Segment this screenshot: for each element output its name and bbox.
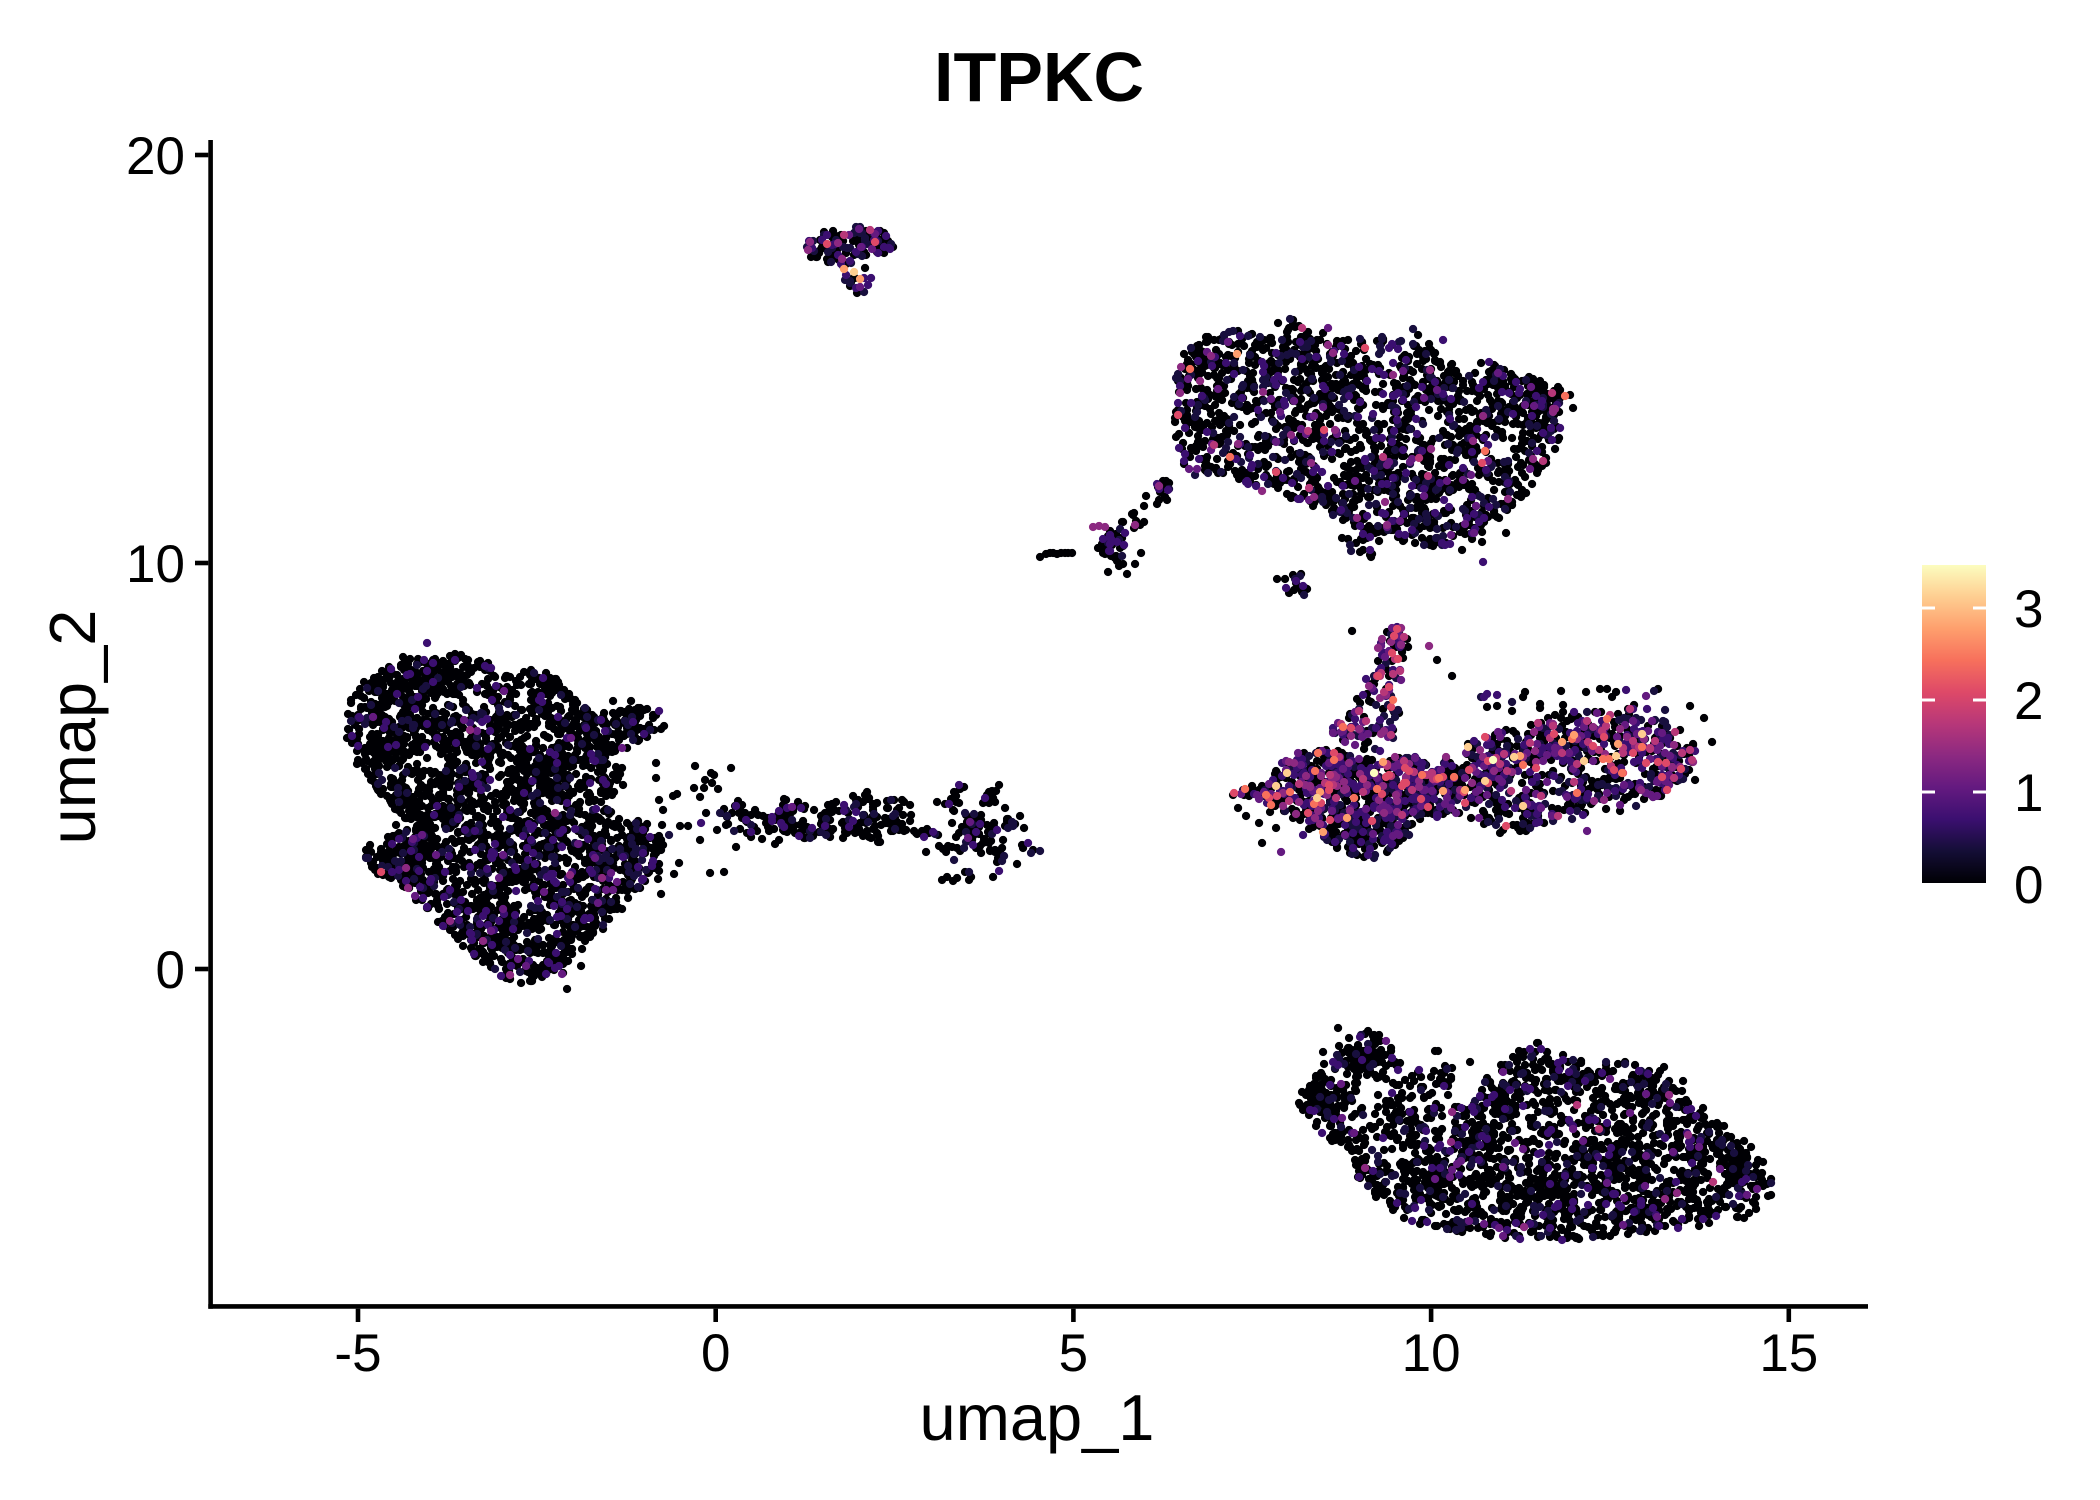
svg-text:10: 10 [1402,1324,1461,1383]
svg-text:1: 1 [2014,764,2043,823]
svg-text:10: 10 [126,535,185,594]
svg-text:0: 0 [156,941,185,1000]
svg-text:umap_1: umap_1 [920,1381,1155,1454]
svg-text:0: 0 [2014,856,2043,915]
svg-text:5: 5 [1059,1324,1088,1383]
svg-text:3: 3 [2014,580,2043,639]
svg-text:-5: -5 [334,1324,381,1383]
svg-text:2: 2 [2014,672,2043,731]
svg-text:20: 20 [126,127,185,186]
svg-text:umap_2: umap_2 [36,610,109,845]
svg-text:15: 15 [1759,1324,1818,1383]
svg-text:0: 0 [701,1324,730,1383]
svg-text:ITPKC: ITPKC [934,38,1144,116]
